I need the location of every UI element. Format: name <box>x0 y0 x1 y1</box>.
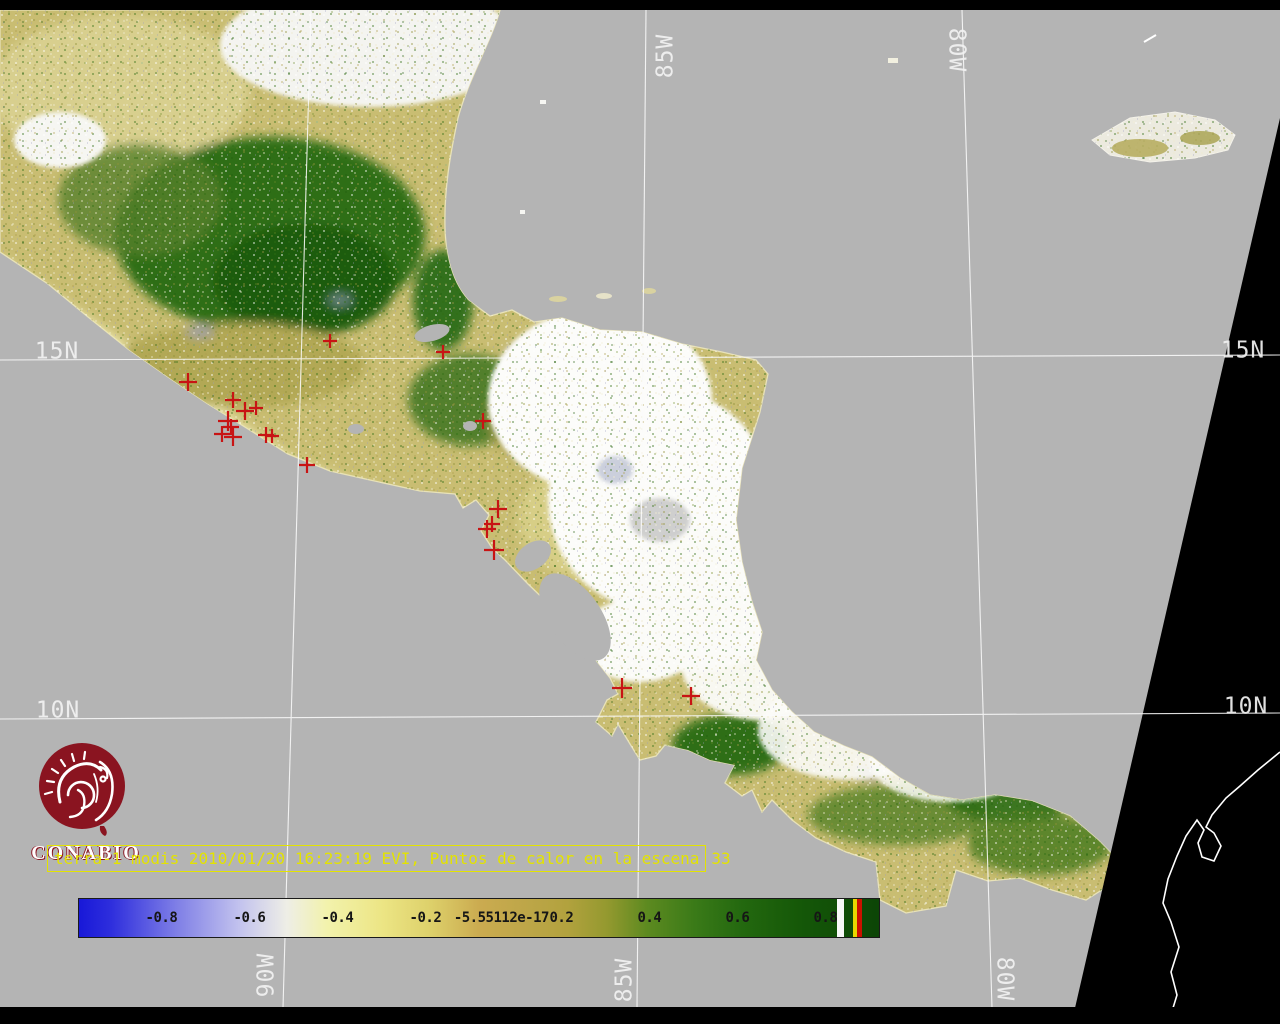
hotspot-cross <box>489 500 507 518</box>
colorbar-tick-label: -5.55112e-17 <box>453 910 550 926</box>
hotspot-cross <box>478 520 496 538</box>
hotspot-cross <box>236 402 254 420</box>
hotspot-cross <box>612 678 632 698</box>
hotspot-cross <box>265 429 279 443</box>
hotspot-layer <box>179 334 700 705</box>
scene-number: 33 <box>711 849 731 868</box>
colorbar-tick-label: 0.2 <box>549 910 574 926</box>
colorbar-stripe <box>856 899 863 937</box>
bottom-black-band <box>0 1007 1280 1024</box>
hotspot-cross <box>179 373 197 391</box>
scene-annotation-box: terra-1 modis 2010/01/20 16:23:19 EVI, P… <box>47 845 707 872</box>
colorbar-tick-label: 0.4 <box>637 910 662 926</box>
colorbar-stripe <box>836 899 844 937</box>
scene-annotation: terra-1 modis 2010/01/20 16:23:19 EVI, P… <box>47 845 731 872</box>
hotspot-cross <box>484 540 504 560</box>
conabio-emblem-icon <box>39 743 125 836</box>
hotspot-cross <box>682 687 700 705</box>
graticule-label: 85W <box>612 958 638 1003</box>
hotspot-cross <box>299 457 315 473</box>
top-black-band <box>0 0 1280 10</box>
coastline-outline <box>1162 751 1280 1009</box>
graticule-label: 80W <box>944 28 970 73</box>
hotspot-cross <box>249 401 263 415</box>
hotspot-cross <box>214 426 230 442</box>
graticule-labels: 15N 15N 10N 10N 85W 80W 90W 85W 80W <box>35 28 1269 1003</box>
evi-colorbar: -0.8 -0.6 -0.4 -0.2 -5.55112e-17 0.2 0.4 0.6 0.8 <box>78 898 880 938</box>
graticule-label: 80W <box>992 957 1018 1002</box>
colorbar-tick-label: 0.8 <box>813 910 838 926</box>
colorbar-tick-label: 0.6 <box>725 910 750 926</box>
hotspot-cross <box>323 334 337 348</box>
colorbar-tick-label: -0.2 <box>409 910 442 926</box>
colorbar-tick-label: -0.4 <box>321 910 354 926</box>
swath-edge-black-region <box>1075 118 1280 1008</box>
hotspot-cross <box>223 419 239 435</box>
colorbar-stripe <box>852 899 857 937</box>
colorbar-gradient <box>79 899 879 937</box>
graticule-label: 10N <box>36 698 81 724</box>
small-islands <box>520 58 898 302</box>
hotspot-cross <box>224 428 242 446</box>
graticule-label: 85W <box>653 34 679 79</box>
hotspot-cross <box>436 345 450 359</box>
graticule-label: 90W <box>254 953 280 998</box>
graticule-label: 15N <box>35 339 80 365</box>
graticule-lines <box>0 9 1280 1009</box>
hotspot-cross <box>225 392 241 408</box>
lakes <box>348 323 611 661</box>
conabio-label: CONABIO <box>31 842 141 864</box>
coastline-dash <box>1143 34 1157 43</box>
colorbar-tick-label: -0.8 <box>145 910 178 926</box>
hotspot-cross <box>475 413 491 429</box>
colorbar-tick-label: -0.6 <box>233 910 266 926</box>
conabio-logo: CONABIO <box>28 740 144 864</box>
graticule-label: 15N <box>1221 338 1266 364</box>
graticule-label: 10N <box>1224 694 1269 720</box>
